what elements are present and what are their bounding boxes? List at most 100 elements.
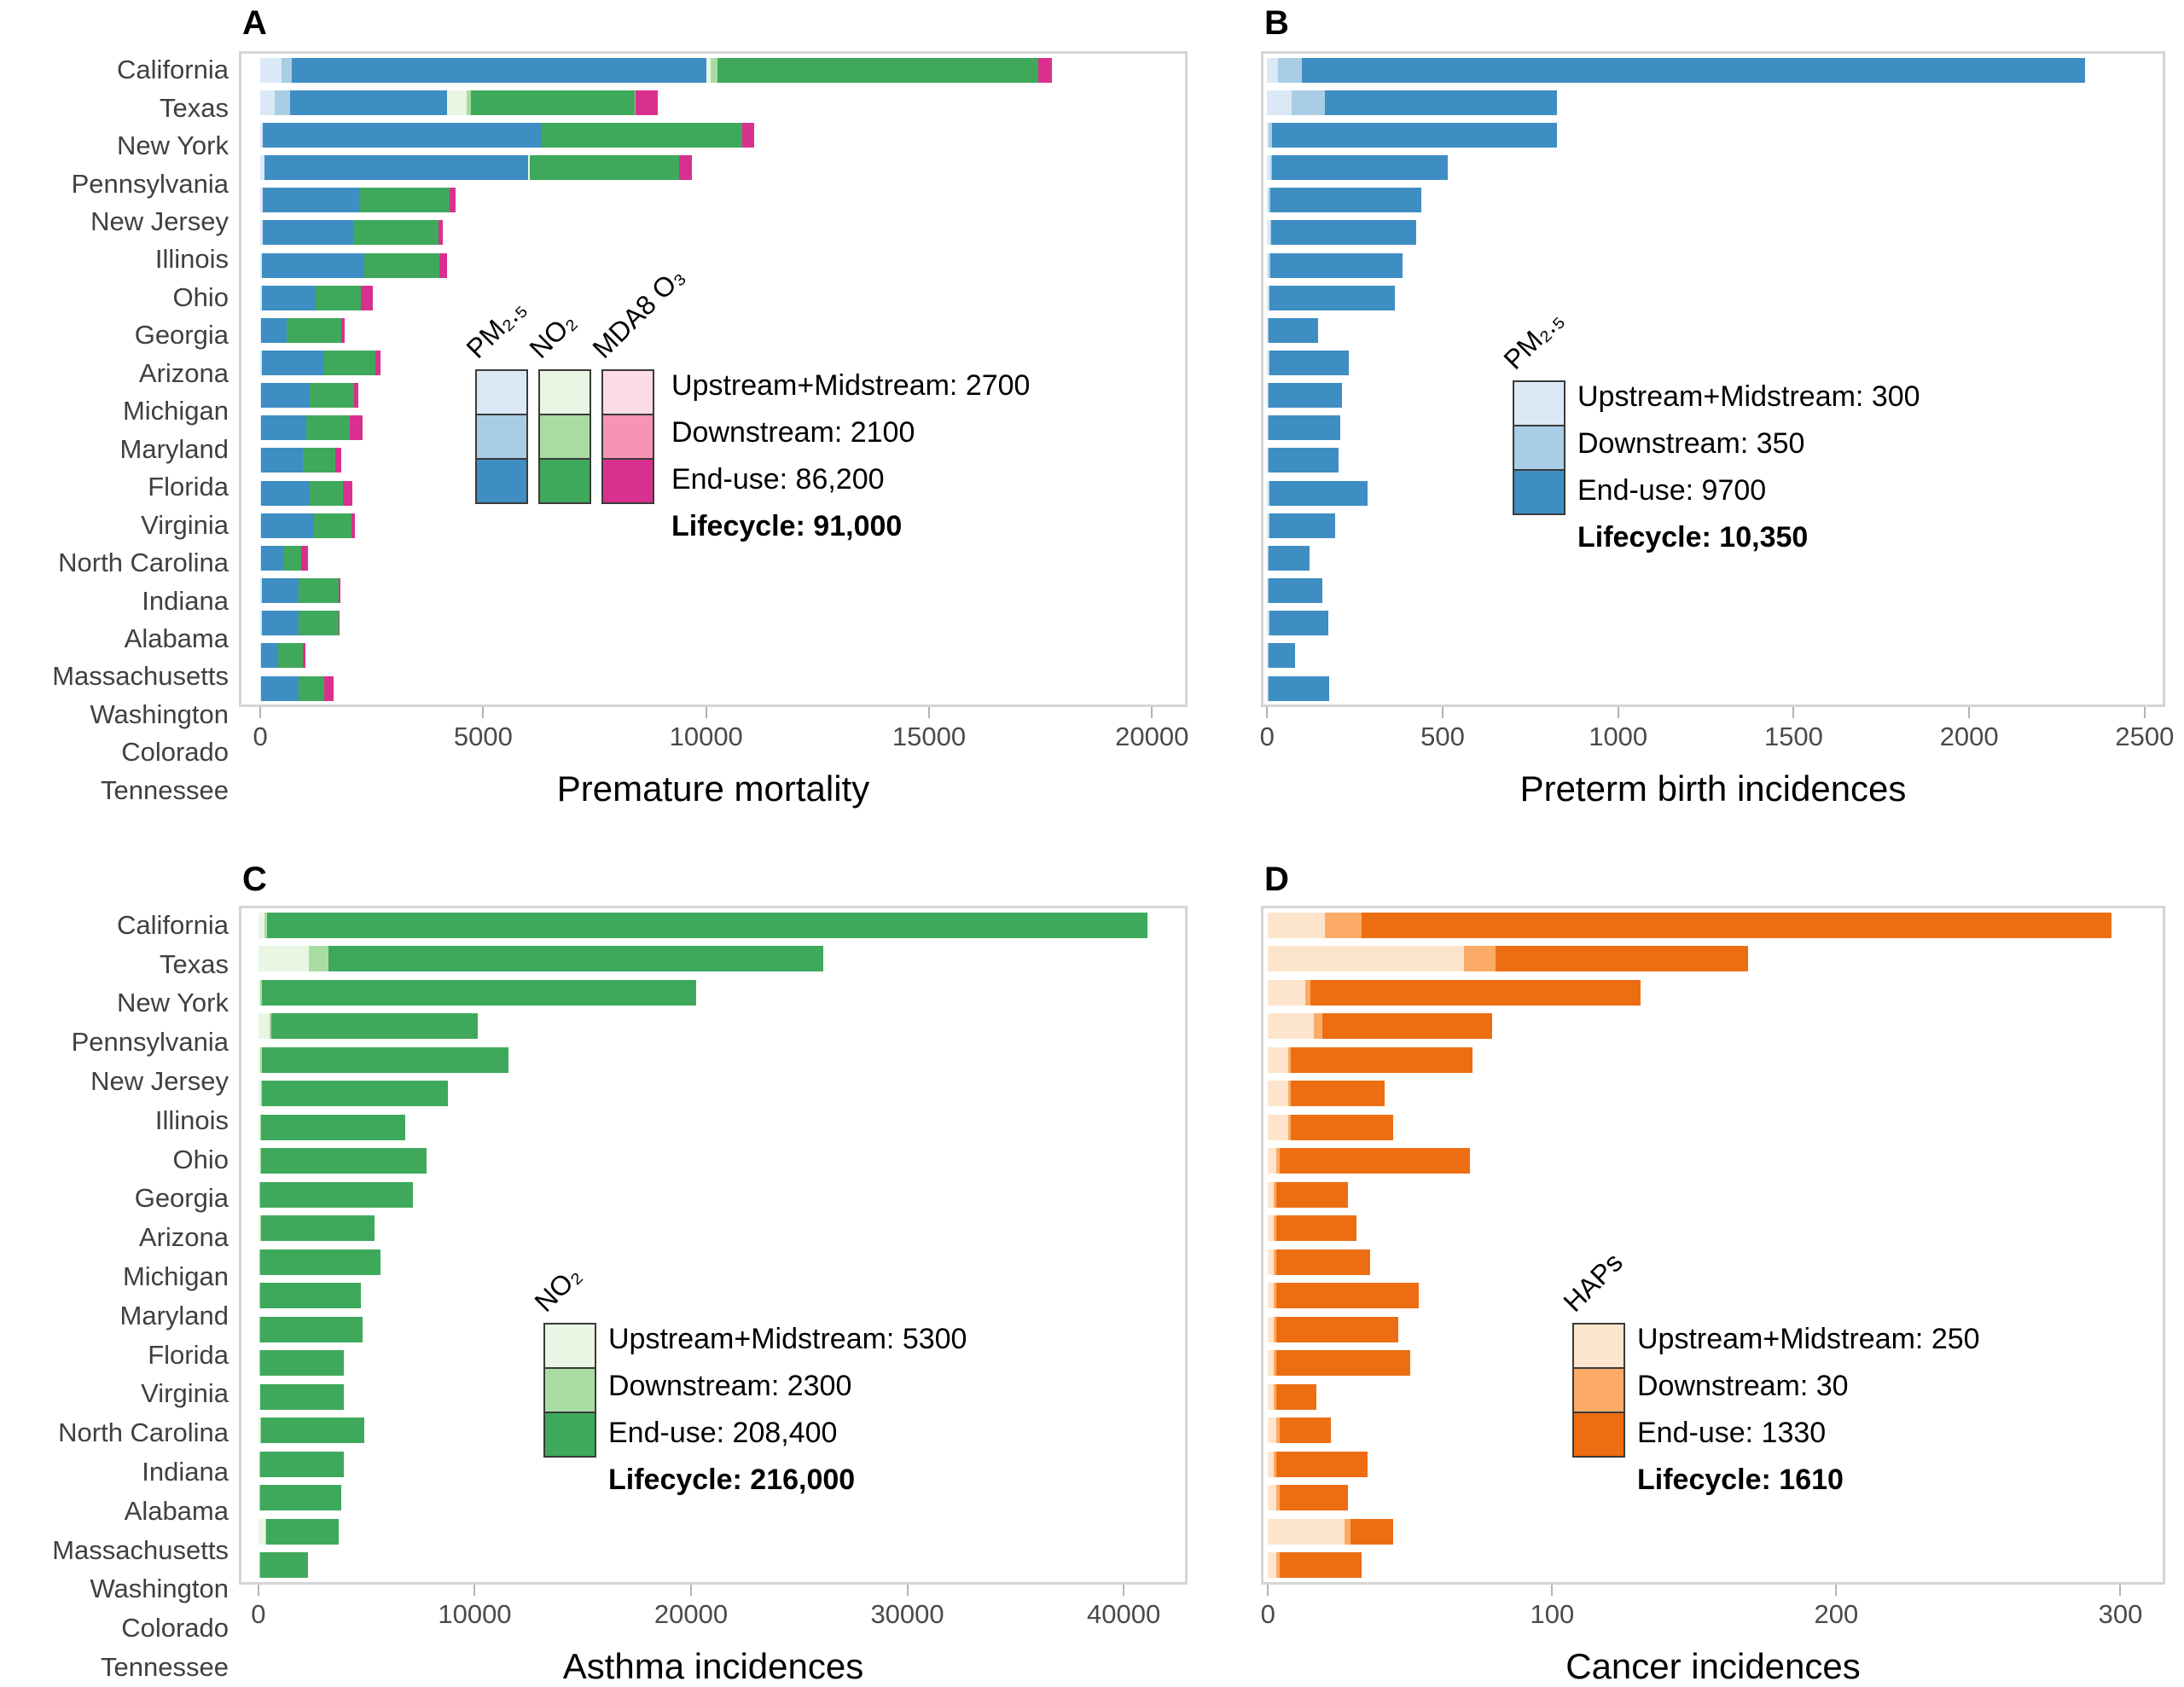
- stacked-bar: [260, 220, 443, 246]
- state-label: Ohio: [172, 1144, 229, 1174]
- axis-tick-mark: [906, 1585, 909, 1596]
- bar-segment: [323, 350, 375, 375]
- bar-segment: [1267, 188, 1269, 213]
- bar-segment: [258, 1552, 260, 1579]
- bar-segment: [1269, 415, 1341, 441]
- bar-row-washington: [1263, 607, 2163, 640]
- axis-tick-label: 100: [1530, 1599, 1575, 1629]
- bar-segment: [260, 545, 262, 571]
- bar-segment: [315, 285, 362, 310]
- bar-segment: [290, 90, 448, 115]
- bar-segment: [260, 317, 262, 343]
- bar-segment: [1268, 1552, 1277, 1579]
- stacked-bar: [1267, 448, 1339, 473]
- stacked-bar: [1267, 57, 2085, 83]
- stacked-bar: [260, 480, 353, 506]
- bar-segment: [1268, 578, 1269, 604]
- bar-segment: [1269, 513, 1336, 538]
- bar-row-california: [1263, 54, 2163, 86]
- bar-segment: [287, 317, 341, 343]
- bar-segment: [260, 480, 262, 506]
- state-label: Tennessee: [101, 774, 229, 805]
- panel-b-x-axis-title: Preterm birth incidences: [1519, 768, 1907, 809]
- state-label: Massachusetts: [52, 1534, 229, 1565]
- stacked-bar: [1267, 155, 1449, 181]
- bar-segment: [261, 611, 299, 636]
- bar-segment: [258, 1417, 260, 1444]
- bar-segment: [1290, 1081, 1385, 1107]
- bar-segment: [260, 643, 262, 669]
- bar-segment: [1269, 285, 1396, 310]
- stacked-bar: [1268, 1283, 1419, 1309]
- bar-row-virginia: [1263, 444, 2163, 477]
- bar-segment: [1276, 1350, 1410, 1377]
- bar-segment: [342, 480, 353, 506]
- state-label: Georgia: [134, 1183, 229, 1214]
- bar-segment: [1276, 1148, 1280, 1174]
- bar-segment: [1272, 122, 1557, 148]
- bar-segment: [260, 448, 262, 473]
- bar-segment: [1276, 1485, 1280, 1511]
- bar-row-north-carolina: [1263, 1347, 2163, 1381]
- panel-d-x-axis-title: Cancer incidences: [1565, 1646, 1861, 1686]
- axis-tick-mark: [1835, 1585, 1838, 1596]
- stacked-bar: [260, 383, 358, 409]
- bar-segment: [678, 155, 693, 181]
- bar-segment: [335, 448, 341, 473]
- bar-segment: [1269, 220, 1272, 246]
- bar-segment: [261, 675, 299, 701]
- bar-segment: [261, 1046, 508, 1073]
- bar-segment: [258, 1518, 265, 1545]
- axis-tick-label: 2000: [1939, 722, 1999, 751]
- bar-row-new-york: [1263, 119, 2163, 151]
- stacked-bar: [1267, 480, 1368, 506]
- bar-segment: [1268, 1283, 1274, 1309]
- bar-segment: [1277, 57, 1303, 83]
- axis-tick-label: 1500: [1763, 722, 1823, 751]
- stacked-bar: [1267, 122, 1557, 148]
- stacked-bar: [1267, 675, 1330, 701]
- axis-tick-mark: [482, 707, 485, 718]
- bar-segment: [270, 1013, 479, 1040]
- stacked-bar: [258, 1249, 380, 1275]
- bar-segment: [1269, 545, 1310, 571]
- state-label: Alabama: [124, 1495, 229, 1526]
- stacked-bar: [258, 1013, 479, 1040]
- stacked-bar: [1268, 1552, 1362, 1579]
- stacked-bar: [1268, 1518, 1393, 1545]
- bar-segment: [358, 188, 450, 213]
- bar-segment: [1321, 1013, 1493, 1040]
- bar-segment: [299, 611, 339, 636]
- bar-segment: [1276, 1316, 1399, 1342]
- panel-a-state-labels: California Texas New York Pennsylvania New J…: [0, 51, 239, 809]
- bar-row-illinois: [1263, 1077, 2163, 1111]
- bar-row-florida: [1263, 1279, 2163, 1313]
- stacked-bar: [1267, 415, 1341, 441]
- bar-row-pennsylvania: [1263, 1010, 2163, 1044]
- stacked-bar: [1267, 90, 1557, 115]
- stacked-bar: [1267, 252, 1403, 278]
- bar-segment: [1269, 317, 1318, 343]
- bar-row-colorado: [1263, 640, 2163, 672]
- bar-row-indiana: [241, 1380, 1185, 1414]
- bar-segment: [1267, 285, 1269, 310]
- axis-tick-mark: [2119, 1585, 2122, 1596]
- bar-row-ohio: [1263, 1110, 2163, 1145]
- panel-asthma: C California Texas New York Pennsylvania New…: [0, 843, 1194, 1686]
- axis-tick-label: 0: [253, 722, 268, 751]
- axis-tick-mark: [259, 707, 262, 718]
- bar-row-colorado: [241, 640, 1185, 672]
- bar-segment: [1268, 1215, 1274, 1242]
- bar-row-virginia: [1263, 1313, 2163, 1347]
- bar-segment: [259, 1451, 344, 1477]
- panel-b-title: B: [1264, 4, 1289, 42]
- bar-segment: [1267, 155, 1271, 181]
- bar-segment: [263, 188, 359, 213]
- bar-segment: [264, 1518, 267, 1545]
- stacked-bar: [1267, 545, 1310, 571]
- bar-segment: [261, 1114, 405, 1140]
- state-label: New York: [117, 988, 229, 1018]
- bar-segment: [260, 155, 265, 181]
- bar-row-indiana: [1263, 1380, 2163, 1414]
- bar-segment: [1267, 317, 1269, 343]
